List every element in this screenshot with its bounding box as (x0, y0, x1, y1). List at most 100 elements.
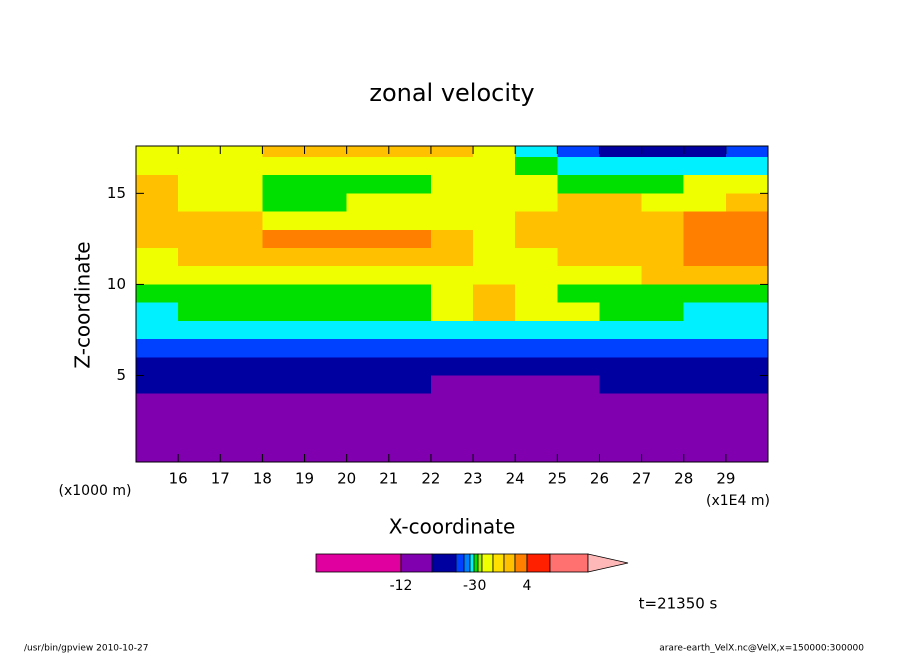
contour-cell (473, 156, 516, 176)
contour-cell (599, 193, 643, 213)
contour-cell (178, 302, 221, 322)
contour-cell (136, 448, 179, 463)
contour-cell (388, 193, 432, 213)
contour-cell (473, 448, 516, 463)
contour-cell (515, 320, 558, 340)
contour-cell (725, 357, 769, 377)
contour-cell (683, 156, 727, 176)
contour-cell (136, 411, 179, 431)
contour-cell (304, 266, 348, 286)
contour-cell (304, 193, 348, 213)
contour-cell (304, 411, 348, 431)
x-tick-label: 24 (506, 470, 525, 488)
contour-cell (725, 284, 769, 304)
contour-cell (557, 146, 601, 158)
contour-cell (388, 266, 432, 286)
contour-cell (220, 193, 263, 213)
contour-cell (430, 211, 474, 231)
contour-cell (599, 211, 643, 231)
contour-cell (725, 375, 769, 395)
contour-cell (683, 357, 727, 377)
contour-cell (641, 193, 685, 213)
contour-cell (430, 448, 474, 463)
contour-cell (557, 430, 601, 449)
contour-cell (388, 430, 432, 449)
contour-cell (136, 284, 179, 304)
contour-cell (473, 339, 516, 358)
contour-cell (304, 211, 348, 231)
contour-cell (220, 247, 263, 267)
contour-cell (262, 411, 306, 431)
contour-cell (473, 302, 516, 322)
colorbar-tick-label: 4 (523, 578, 532, 594)
contour-cell (599, 375, 643, 395)
contour-cell (220, 229, 263, 249)
contour-cell (262, 339, 306, 358)
contour-cell (515, 211, 558, 231)
contour-cell (220, 375, 263, 395)
contour-cell (262, 266, 306, 286)
contour-cell (515, 146, 558, 158)
contour-cell (388, 229, 432, 249)
contour-cell (388, 146, 432, 158)
contour-cell (178, 146, 221, 158)
contour-cell (178, 357, 221, 377)
contour-cell (136, 357, 179, 377)
contour-cell (304, 430, 348, 449)
contour-cell (178, 193, 221, 213)
contour-cell (430, 284, 474, 304)
contour-cell (346, 411, 390, 431)
contour-cell (136, 175, 179, 194)
colorbar-segment (469, 553, 475, 573)
contour-cell (557, 448, 601, 463)
contour-cell (388, 175, 432, 194)
colorbar-segment (315, 553, 402, 573)
contour-cell (641, 247, 685, 267)
contour-cell (430, 357, 474, 377)
contour-cell (725, 266, 769, 286)
contour-cell (136, 393, 179, 413)
contour-cell (557, 175, 601, 194)
colorbar-tick-label: 0 (478, 578, 487, 594)
x-tick-label: 29 (716, 470, 735, 488)
contour-cell (725, 302, 769, 322)
contour-cell (473, 175, 516, 194)
y-tick-label: 5 (116, 366, 126, 384)
contour-cell (515, 411, 558, 431)
contour-cell (136, 430, 179, 449)
contour-cell (178, 448, 221, 463)
contour-cell (683, 320, 727, 340)
contour-cell (136, 146, 179, 158)
contour-cell (178, 156, 221, 176)
contour-cell (430, 302, 474, 322)
y-tick-label: 15 (107, 184, 126, 202)
contour-cell (178, 320, 221, 340)
contour-cell (262, 393, 306, 413)
contour-cell (388, 375, 432, 395)
contour-cell (599, 156, 643, 176)
contour-cell (641, 146, 685, 158)
contour-cell (262, 448, 306, 463)
contour-cell (515, 339, 558, 358)
footer-left: /usr/bin/gpview 2010-10-27 (24, 644, 148, 654)
contour-cell (515, 393, 558, 413)
contour-cell (641, 211, 685, 231)
contour-cell (515, 247, 558, 267)
contour-cell (304, 393, 348, 413)
colorbar-segment (455, 553, 465, 573)
contour-cell (557, 375, 601, 395)
contour-cell (557, 302, 601, 322)
contour-cell (599, 339, 643, 358)
contour-cell (599, 266, 643, 286)
contour-cell (725, 156, 769, 176)
contour-cell (557, 211, 601, 231)
contour-cell (430, 247, 474, 267)
contour-cell (725, 193, 769, 213)
contour-cell (388, 247, 432, 267)
contour-cell (515, 229, 558, 249)
contour-cell (641, 284, 685, 304)
contour-cell (641, 175, 685, 194)
contour-cell (178, 411, 221, 431)
colorbar-segment (477, 553, 483, 573)
contour-cell (430, 193, 474, 213)
